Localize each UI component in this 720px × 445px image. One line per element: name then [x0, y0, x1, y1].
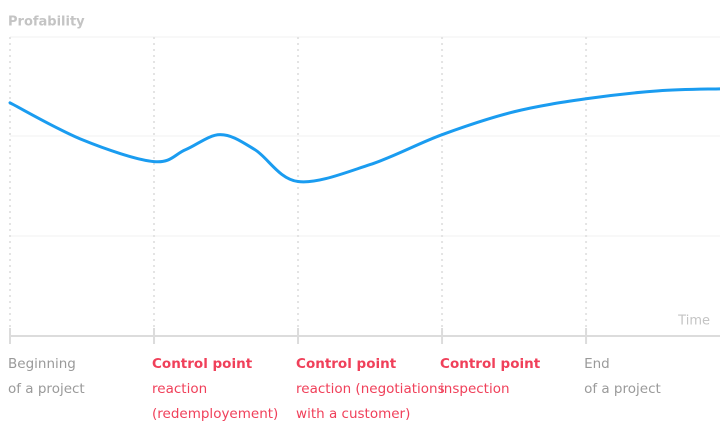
milestone-label: inspection — [440, 381, 510, 397]
milestone-label: reaction (negotiations — [296, 381, 445, 397]
milestone-label: (redemployement) — [152, 406, 278, 422]
milestone-label: End — [584, 356, 610, 372]
milestone-label: Control point — [152, 356, 253, 372]
milestone-label: of a project — [8, 381, 85, 397]
milestone-label: of a project — [584, 381, 661, 397]
x-axis-label: Time — [677, 314, 710, 329]
milestone-label: Beginning — [8, 356, 76, 372]
milestone-label: Control point — [440, 356, 541, 372]
y-axis-label: Profability — [8, 15, 85, 30]
line — [8, 87, 720, 184]
milestone-label: with a customer) — [296, 406, 410, 422]
milestone-label: reaction — [152, 381, 207, 397]
milestone-label: Control point — [296, 356, 397, 372]
